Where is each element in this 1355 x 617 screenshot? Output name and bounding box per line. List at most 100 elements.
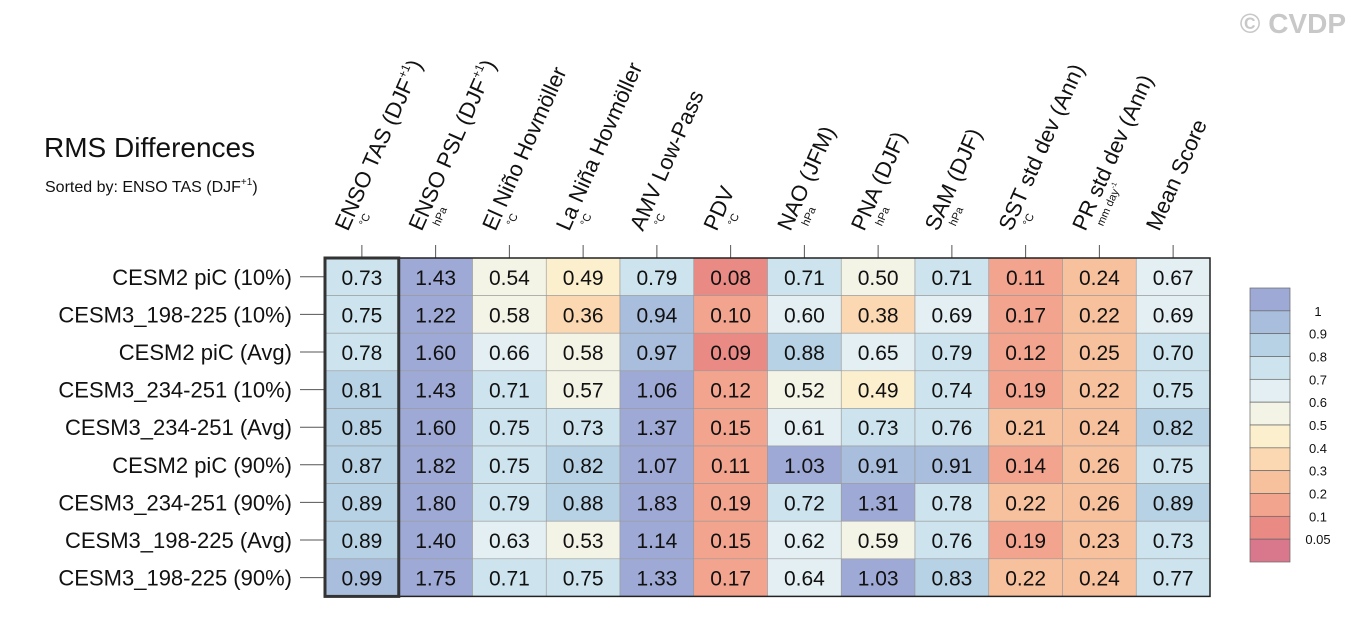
colorbar-label: 0.1 xyxy=(1309,509,1327,524)
cell-value: 0.15 xyxy=(710,530,751,553)
colorbar-label: 1 xyxy=(1314,304,1321,319)
cell-value: 0.75 xyxy=(563,568,604,591)
cell-value: 0.59 xyxy=(858,530,899,553)
cell-value: 0.09 xyxy=(710,342,751,365)
column-label-sup: +1 xyxy=(395,62,413,80)
cell-value: 0.75 xyxy=(1153,380,1194,403)
cell xyxy=(1062,332,1137,372)
cell xyxy=(398,558,473,597)
cell xyxy=(840,558,916,597)
cell xyxy=(472,257,547,296)
cell-value: 0.94 xyxy=(636,304,677,327)
cell xyxy=(398,370,473,409)
colorbar-box xyxy=(1249,378,1291,403)
cell xyxy=(545,257,621,296)
cell xyxy=(767,408,842,447)
cell-value: 0.91 xyxy=(858,455,899,478)
cell-value: 0.89 xyxy=(341,530,382,553)
cell-value: 0.76 xyxy=(931,417,972,440)
colorbar-label: 0.05 xyxy=(1305,532,1330,547)
column-label-text: AMV Low-Pass xyxy=(625,86,709,234)
cell-value: 0.97 xyxy=(636,342,677,365)
cell xyxy=(914,295,990,334)
cell-value: 0.71 xyxy=(931,267,972,290)
colorbar-box xyxy=(1249,538,1291,563)
cell xyxy=(767,483,842,522)
cell-value: 0.79 xyxy=(636,267,677,290)
cell-value: 0.57 xyxy=(563,380,604,403)
cell-value: 0.89 xyxy=(341,492,382,515)
cell xyxy=(545,483,621,522)
row-label: CESM3_198-225 (Avg) xyxy=(65,528,292,553)
cell xyxy=(693,483,768,522)
highlight-column xyxy=(323,256,401,598)
cell-value: 0.79 xyxy=(489,492,530,515)
cell-value: 1.60 xyxy=(415,342,456,365)
cell-value: 0.22 xyxy=(1005,568,1046,591)
row-label: CESM3_198-225 (10%) xyxy=(58,302,292,327)
cell-value: 0.22 xyxy=(1079,380,1120,403)
cell-value: 1.07 xyxy=(636,455,677,478)
cell-value: 0.75 xyxy=(1153,455,1194,478)
cell xyxy=(840,295,916,334)
cell-value: 1.31 xyxy=(858,492,899,515)
cell xyxy=(840,370,916,409)
cell-value: 0.19 xyxy=(1005,530,1046,553)
cell-value: 1.14 xyxy=(636,530,677,553)
cell xyxy=(398,483,473,522)
cell xyxy=(619,520,695,560)
colorbar-label: 0.8 xyxy=(1309,350,1327,365)
colorbar-box xyxy=(1249,310,1291,335)
cell-value: 1.40 xyxy=(415,530,456,553)
column-label-text: ENSO TAS (DJF xyxy=(330,75,419,234)
subtitle-sup: +1 xyxy=(241,177,253,188)
cell xyxy=(988,332,1063,372)
cell-value: 0.11 xyxy=(1006,267,1045,290)
cell xyxy=(324,483,400,522)
cell-value: 1.75 xyxy=(415,568,456,591)
column-unit-sup: -1 xyxy=(1110,181,1119,190)
cell xyxy=(840,257,916,296)
cell xyxy=(1062,408,1137,447)
cell-value: 0.75 xyxy=(341,304,382,327)
cell xyxy=(914,408,990,447)
column-unit-text: °C xyxy=(505,212,521,228)
row-label: CESM3_234-251 (10%) xyxy=(58,378,292,403)
cell-value: 0.22 xyxy=(1079,304,1120,327)
cell-value: 0.69 xyxy=(931,304,972,327)
row-label: CESM3_198-225 (90%) xyxy=(58,566,292,591)
chart-title: RMS Differences xyxy=(44,132,255,163)
cell-value: 1.03 xyxy=(784,455,825,478)
cell xyxy=(619,558,695,597)
column-label-text: Mean Score xyxy=(1141,115,1212,234)
colorbar-box xyxy=(1249,356,1291,380)
cell xyxy=(1135,257,1211,296)
cell xyxy=(1062,295,1137,334)
cell-value: 0.36 xyxy=(563,304,604,327)
cell xyxy=(767,295,842,334)
row-label: CESM3_234-251 (90%) xyxy=(58,490,292,515)
cell-value: 0.85 xyxy=(341,417,382,440)
cell-value: 0.11 xyxy=(711,455,750,478)
cell xyxy=(545,408,621,447)
cell-value: 0.50 xyxy=(858,267,899,290)
cell-value: 0.73 xyxy=(1153,530,1194,553)
cell-value: 1.60 xyxy=(415,417,456,440)
cell-value: 0.24 xyxy=(1079,267,1120,290)
colorbar-label: 0.3 xyxy=(1309,464,1327,479)
cell-value: 0.21 xyxy=(1005,417,1046,440)
column-header: SAM (DJF)hPa xyxy=(920,125,987,235)
cell xyxy=(693,520,768,560)
cell xyxy=(472,332,547,372)
column-label: Mean Score xyxy=(1141,115,1212,234)
cell-value: 0.64 xyxy=(784,568,825,591)
row-label: CESM2 piC (90%) xyxy=(112,453,292,478)
cell-value: 0.23 xyxy=(1079,530,1120,553)
colorbar-box xyxy=(1249,333,1291,357)
cell xyxy=(988,295,1063,334)
cell-value: 0.62 xyxy=(784,530,825,553)
cell-value: 0.69 xyxy=(1153,304,1194,327)
cell-value: 1.83 xyxy=(636,492,677,515)
subtitle-end: ) xyxy=(252,179,257,196)
cell xyxy=(398,445,473,484)
